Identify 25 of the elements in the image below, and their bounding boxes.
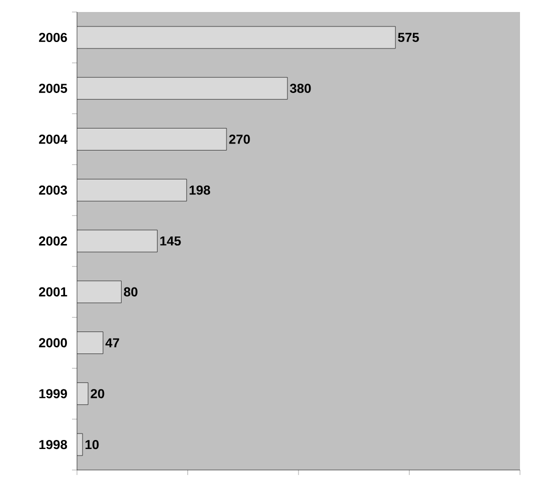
data-label: 10 — [86, 440, 99, 450]
data-label: 20 — [90, 389, 104, 398]
data-label: 270 — [229, 134, 250, 144]
y-tick-label: 2005 — [39, 84, 68, 93]
y-tick-label: 2000 — [39, 338, 67, 348]
bar — [77, 77, 288, 100]
data-label: 80 — [124, 287, 138, 296]
data-label: 575 — [398, 32, 419, 42]
y-tick-label: 2004 — [39, 134, 68, 144]
bar — [77, 280, 122, 304]
data-label: 145 — [160, 236, 181, 246]
bar — [77, 332, 104, 354]
y-tick-label: 1998 — [39, 440, 68, 450]
y-tick-label: 1999 — [39, 389, 67, 398]
data-label: 380 — [290, 84, 311, 93]
data-label: 47 — [105, 338, 120, 348]
bar — [77, 128, 227, 150]
bar — [77, 230, 158, 252]
bar — [77, 26, 396, 49]
y-tick-label: 2002 — [39, 236, 67, 246]
y-tick-label: 2006 — [39, 32, 67, 42]
data-label: 198 — [190, 186, 210, 195]
y-tick-label: 2003 — [39, 186, 67, 195]
bar — [77, 178, 187, 202]
y-tick-label: 2001 — [39, 287, 68, 296]
